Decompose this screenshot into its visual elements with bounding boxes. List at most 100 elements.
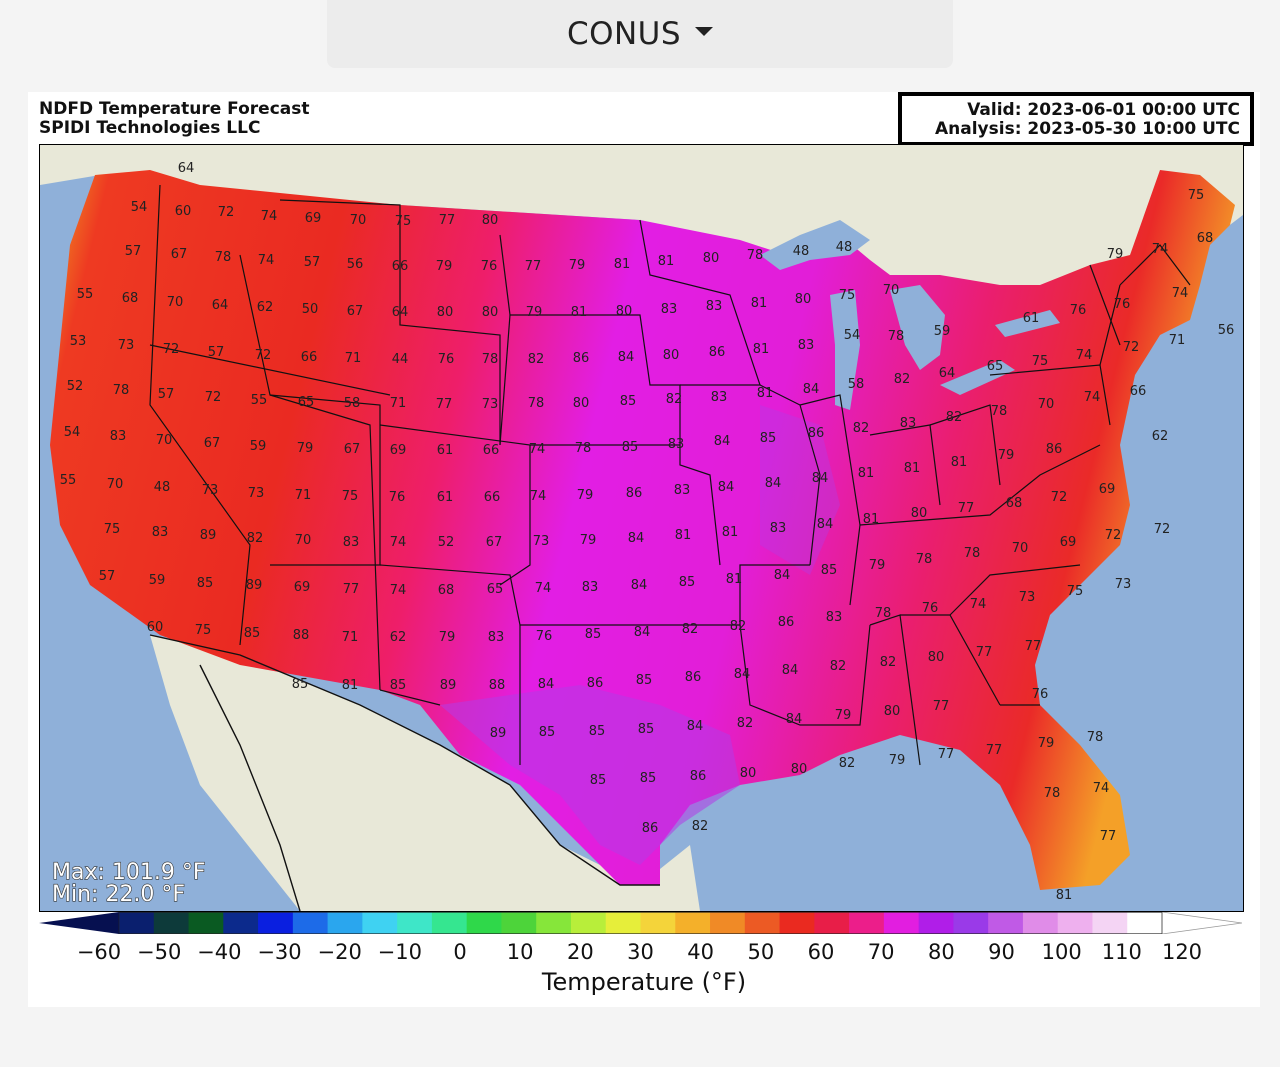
temperature-label: 86: [573, 351, 590, 366]
temperature-label: 76: [1070, 303, 1087, 318]
colorbar-segment: [362, 912, 398, 934]
temperature-label: 68: [1197, 231, 1214, 246]
temperature-label: 62: [257, 300, 274, 315]
colorbar-under-triangle: [39, 912, 119, 934]
temperature-label: 76: [922, 601, 939, 616]
temperature-label: 79: [998, 448, 1015, 463]
temperature-label: 57: [304, 255, 321, 270]
temperature-label: 76: [1114, 297, 1131, 312]
temperature-label: 81: [658, 254, 675, 269]
region-selector[interactable]: CONUS: [327, 0, 953, 68]
temperature-label: 57: [99, 569, 116, 584]
temperature-label: 83: [668, 437, 685, 452]
purple-midwest: [760, 405, 840, 575]
temperature-label: 70: [883, 283, 900, 298]
temperature-label: 73: [1115, 577, 1132, 592]
temperature-label: 88: [293, 628, 310, 643]
temperature-label: 84: [634, 625, 651, 640]
temperature-label: 79: [569, 258, 586, 273]
temperature-label: 74: [258, 253, 275, 268]
temperature-label: 85: [292, 677, 309, 692]
temperature-label: 70: [295, 533, 312, 548]
colorbar-segment: [292, 912, 329, 934]
temperature-label: 86: [778, 615, 795, 630]
temperature-label: 82: [666, 392, 683, 407]
temperature-label: 54: [844, 328, 861, 343]
temperature-label: 69: [1099, 482, 1116, 497]
temperature-label: 76: [1032, 687, 1049, 702]
temperature-label: 79: [436, 259, 453, 274]
temperature-label: 82: [830, 659, 847, 674]
temperature-label: 73: [1019, 590, 1036, 605]
temperature-label: 56: [347, 257, 364, 272]
temperature-label: 57: [158, 387, 175, 402]
temperature-label: 74: [1152, 242, 1169, 257]
temperature-label: 84: [618, 350, 635, 365]
temperature-label: 81: [1056, 888, 1073, 903]
colorbar-tick-label: −20: [317, 940, 362, 964]
colorbar-tick-label: 60: [807, 940, 835, 964]
temperature-label: 80: [616, 304, 633, 319]
temperature-label: 74: [529, 442, 546, 457]
temperature-label: 84: [765, 476, 782, 491]
temperature-label: 57: [125, 244, 142, 259]
temperature-label: 86: [626, 486, 643, 501]
colorbar-segment: [953, 912, 989, 934]
temperature-label: 53: [70, 334, 87, 349]
temperature-label: 81: [571, 305, 588, 320]
temperature-label: 72: [163, 342, 180, 357]
temperature-label: 83: [711, 390, 728, 405]
temperature-label: 59: [934, 324, 951, 339]
temperature-label: 84: [812, 471, 829, 486]
temperature-label: 84: [786, 712, 803, 727]
temperature-label: 80: [884, 704, 901, 719]
temperature-label: 74: [970, 597, 987, 612]
colorbar-tick-label: −30: [257, 940, 302, 964]
temperature-label: 80: [911, 506, 928, 521]
temperature-label: 77: [938, 747, 955, 762]
temperature-label: 60: [175, 204, 192, 219]
colorbar: [39, 912, 1242, 934]
temperature-label: 78: [528, 396, 545, 411]
colorbar-segment: [640, 912, 676, 934]
temperature-label: 85: [585, 627, 602, 642]
temperature-labels: 64 54 60 72 74 69 70 75 77 80 57 67 78 74 57 56 66 79 76 77…: [60, 161, 1235, 903]
colorbar-segment: [153, 912, 190, 934]
temperature-label: 67: [344, 442, 361, 457]
temperature-label: 80: [482, 213, 499, 228]
colorbar-segment: [536, 912, 572, 934]
temperature-label: 68: [122, 291, 139, 306]
temperature-label: 78: [215, 250, 232, 265]
colorbar-tick-label: 10: [506, 940, 534, 964]
temperature-label: 78: [1044, 786, 1061, 801]
temperature-label: 85: [197, 576, 214, 591]
temperature-label: 67: [347, 304, 364, 319]
temperature-label: 60: [147, 620, 164, 635]
temperature-label: 79: [439, 630, 456, 645]
temperature-label: 86: [709, 345, 726, 360]
temperature-label: 85: [589, 724, 606, 739]
temperature-label: 84: [538, 677, 555, 692]
temperature-label: 81: [757, 386, 774, 401]
temperature-label: 75: [1067, 584, 1084, 599]
temperature-label: 78: [113, 383, 130, 398]
temperature-label: 64: [212, 298, 229, 313]
temperature-label: 85: [640, 771, 657, 786]
temperature-label: 58: [848, 377, 865, 392]
temperature-label: 83: [770, 521, 787, 536]
temperature-label: 80: [740, 766, 757, 781]
temperature-label: 70: [156, 433, 173, 448]
temperature-label: 72: [255, 348, 272, 363]
temperature-label: 85: [636, 673, 653, 688]
colorbar-ticks: −60 −50 −40 −30 −20 −10 0 10 20 30 40 50 60 70 80 90 100…: [39, 940, 1242, 970]
temperature-label: 80: [482, 305, 499, 320]
temperature-label: 82: [894, 372, 911, 387]
temperature-label: 77: [343, 582, 360, 597]
temperature-label: 58: [344, 396, 361, 411]
temperature-label: 83: [798, 338, 815, 353]
colorbar-tick-label: −10: [377, 940, 422, 964]
temperature-label: 80: [573, 396, 590, 411]
temperature-label: 71: [1169, 333, 1186, 348]
temperature-label: 79: [577, 488, 594, 503]
temperature-label: 71: [295, 488, 312, 503]
